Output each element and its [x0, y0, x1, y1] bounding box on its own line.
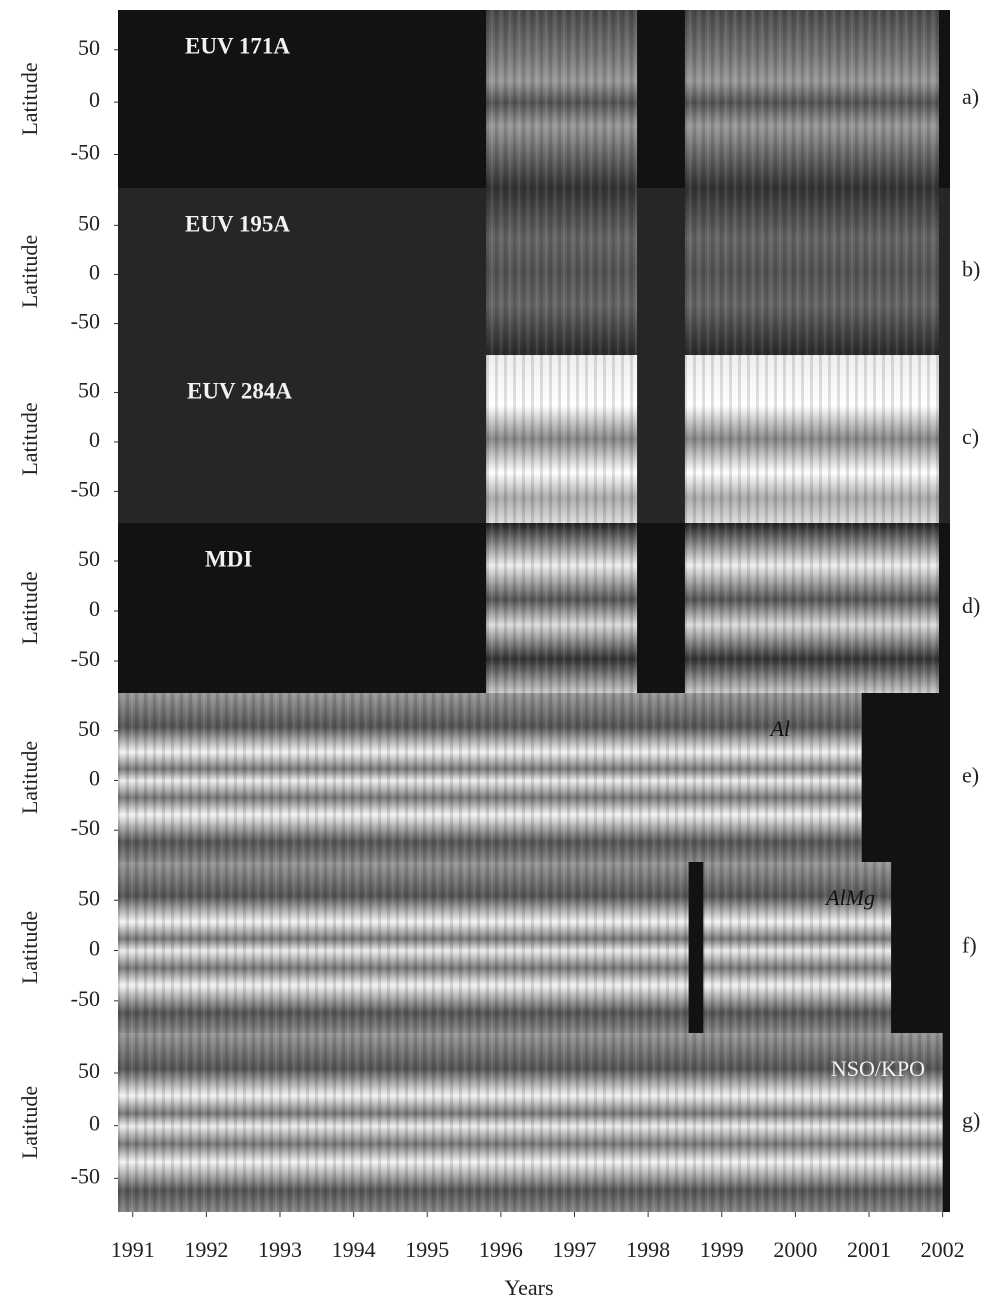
y-tick-label: 50: [78, 210, 100, 235]
y-tick-label: -50: [71, 815, 100, 840]
x-tick-label: 2002: [921, 1237, 965, 1262]
x-tick-label: 1994: [332, 1237, 376, 1262]
panel-name: NSO/KPO: [831, 1056, 925, 1081]
y-tick-label: 0: [89, 1111, 100, 1136]
y-tick-label: -50: [71, 646, 100, 671]
x-tick-label: 1996: [479, 1237, 523, 1262]
y-axis-label: Latitude: [17, 571, 42, 644]
y-tick-label: -50: [71, 986, 100, 1011]
x-tick-label: 2001: [847, 1237, 891, 1262]
panel-tag: g): [962, 1108, 980, 1133]
x-tick-label: 1993: [258, 1237, 302, 1262]
y-tick-label: 0: [89, 766, 100, 791]
panel-tag: d): [962, 593, 980, 618]
panel-name: AlMg: [824, 885, 875, 910]
y-tick-label: 0: [89, 259, 100, 284]
panel-tag: b): [962, 257, 980, 282]
y-tick-label: -50: [71, 140, 100, 165]
y-tick-label: 0: [89, 427, 100, 452]
y-tick-label: 0: [89, 596, 100, 621]
x-tick-label: 1999: [700, 1237, 744, 1262]
panel-tag: a): [962, 84, 979, 109]
y-tick-label: 0: [89, 936, 100, 961]
y-axis-label: Latitude: [17, 741, 42, 814]
panel-name: EUV 171A: [185, 33, 290, 58]
y-tick-label: 50: [78, 378, 100, 403]
panel-name: Al: [768, 716, 790, 741]
y-tick-label: -50: [71, 309, 100, 334]
panel-name: EUV 195A: [185, 211, 290, 236]
image-texture: [684, 523, 939, 693]
image-texture: [684, 355, 939, 523]
image-texture: [118, 693, 862, 862]
x-tick-label: 1991: [111, 1237, 155, 1262]
y-tick-label: -50: [71, 476, 100, 501]
x-tick-label: 1997: [552, 1237, 596, 1262]
x-axis-label: Years: [504, 1275, 553, 1300]
y-axis-label: Latitude: [17, 1086, 42, 1159]
y-axis-label: Latitude: [17, 402, 42, 475]
panel-tag: c): [962, 424, 979, 449]
image-texture: [486, 10, 638, 188]
y-tick-label: 50: [78, 1058, 100, 1083]
panel-tag: f): [962, 933, 977, 958]
image-texture: [486, 188, 638, 355]
x-tick-label: 1998: [626, 1237, 670, 1262]
y-tick-label: 50: [78, 546, 100, 571]
y-tick-label: 50: [78, 885, 100, 910]
x-tick-label: 2000: [773, 1237, 817, 1262]
panel-name: EUV 284A: [187, 378, 292, 403]
y-axis-label: Latitude: [17, 911, 42, 984]
y-tick-label: -50: [71, 1163, 100, 1188]
panel-tag: e): [962, 763, 979, 788]
y-axis-label: Latitude: [17, 235, 42, 308]
image-texture: [118, 862, 689, 1033]
x-tick-label: 1992: [184, 1237, 228, 1262]
panel-name: MDI: [205, 546, 252, 571]
image-texture: [684, 188, 939, 355]
image-texture: [486, 523, 638, 693]
y-tick-label: 50: [78, 716, 100, 741]
y-axis-label: Latitude: [17, 62, 42, 135]
x-tick-label: 1995: [405, 1237, 449, 1262]
y-tick-label: 0: [89, 87, 100, 112]
image-texture: [118, 1033, 943, 1212]
image-texture: [684, 10, 939, 188]
image-texture: [486, 355, 638, 523]
y-tick-label: 50: [78, 35, 100, 60]
image-texture: [703, 862, 892, 1033]
